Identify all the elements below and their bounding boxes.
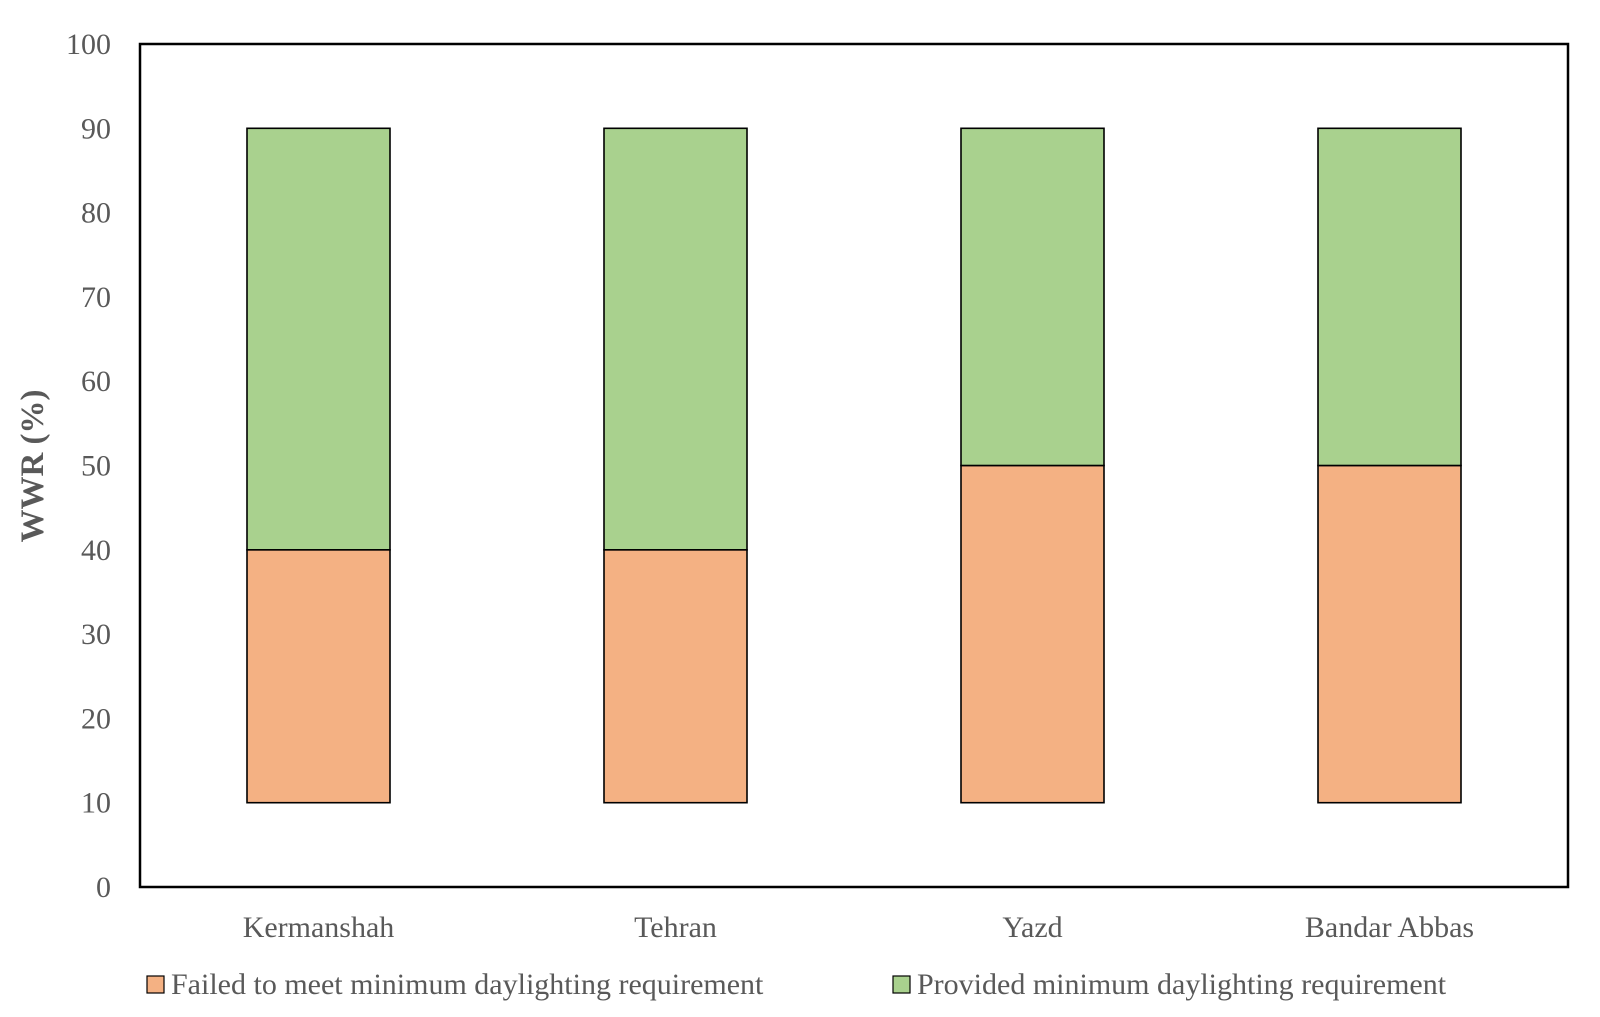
legend-label-1: Failed to meet minimum daylighting requi…: [171, 968, 764, 1001]
bar-tehran-series-1: [603, 548, 748, 804]
y-tick-label: 60: [81, 365, 111, 398]
y-tick-label: 40: [81, 534, 111, 567]
y-tick-label: 30: [81, 618, 111, 651]
y-axis-label: WWR (%): [15, 389, 51, 542]
x-tick-label: Tehran: [634, 911, 717, 944]
legend-label-2: Provided minimum daylighting requirement: [917, 968, 1447, 1001]
x-tick-labels: Kermanshah Tehran Yazd Bandar Abbas: [243, 911, 1474, 944]
x-tick-label: Kermanshah: [243, 911, 395, 944]
y-tick-label: 50: [81, 450, 111, 483]
bar-bandar-abbas-series-1: [1317, 464, 1462, 804]
bar-yazd-series-2: [960, 127, 1105, 467]
bar-kermanshah-series-2: [246, 127, 391, 551]
legend-swatch-2: [892, 975, 911, 994]
bar-bandar-abbas-series-2: [1317, 127, 1462, 467]
legend: Failed to meet minimum daylighting requi…: [146, 968, 1447, 1001]
bar-yazd-series-1: [960, 464, 1105, 804]
y-tick-label: 90: [81, 112, 111, 145]
y-tick-label: 80: [81, 197, 111, 230]
y-tick-label: 100: [66, 28, 111, 61]
y-tick-label: 70: [81, 281, 111, 314]
y-tick-label: 10: [81, 787, 111, 820]
y-tick-labels: 0 10 20 30 40 50 60 70 80 90 100: [66, 28, 111, 904]
y-tick-label: 20: [81, 702, 111, 735]
legend-swatch-1: [146, 975, 165, 994]
bar-kermanshah-series-1: [246, 548, 391, 804]
x-tick-label: Bandar Abbas: [1305, 911, 1474, 944]
y-tick-label: 0: [96, 871, 111, 904]
bar-tehran-series-2: [603, 127, 748, 551]
x-tick-label: Yazd: [1002, 911, 1062, 944]
plot-area-frame: [138, 42, 1570, 889]
bars-group: [246, 127, 1462, 804]
